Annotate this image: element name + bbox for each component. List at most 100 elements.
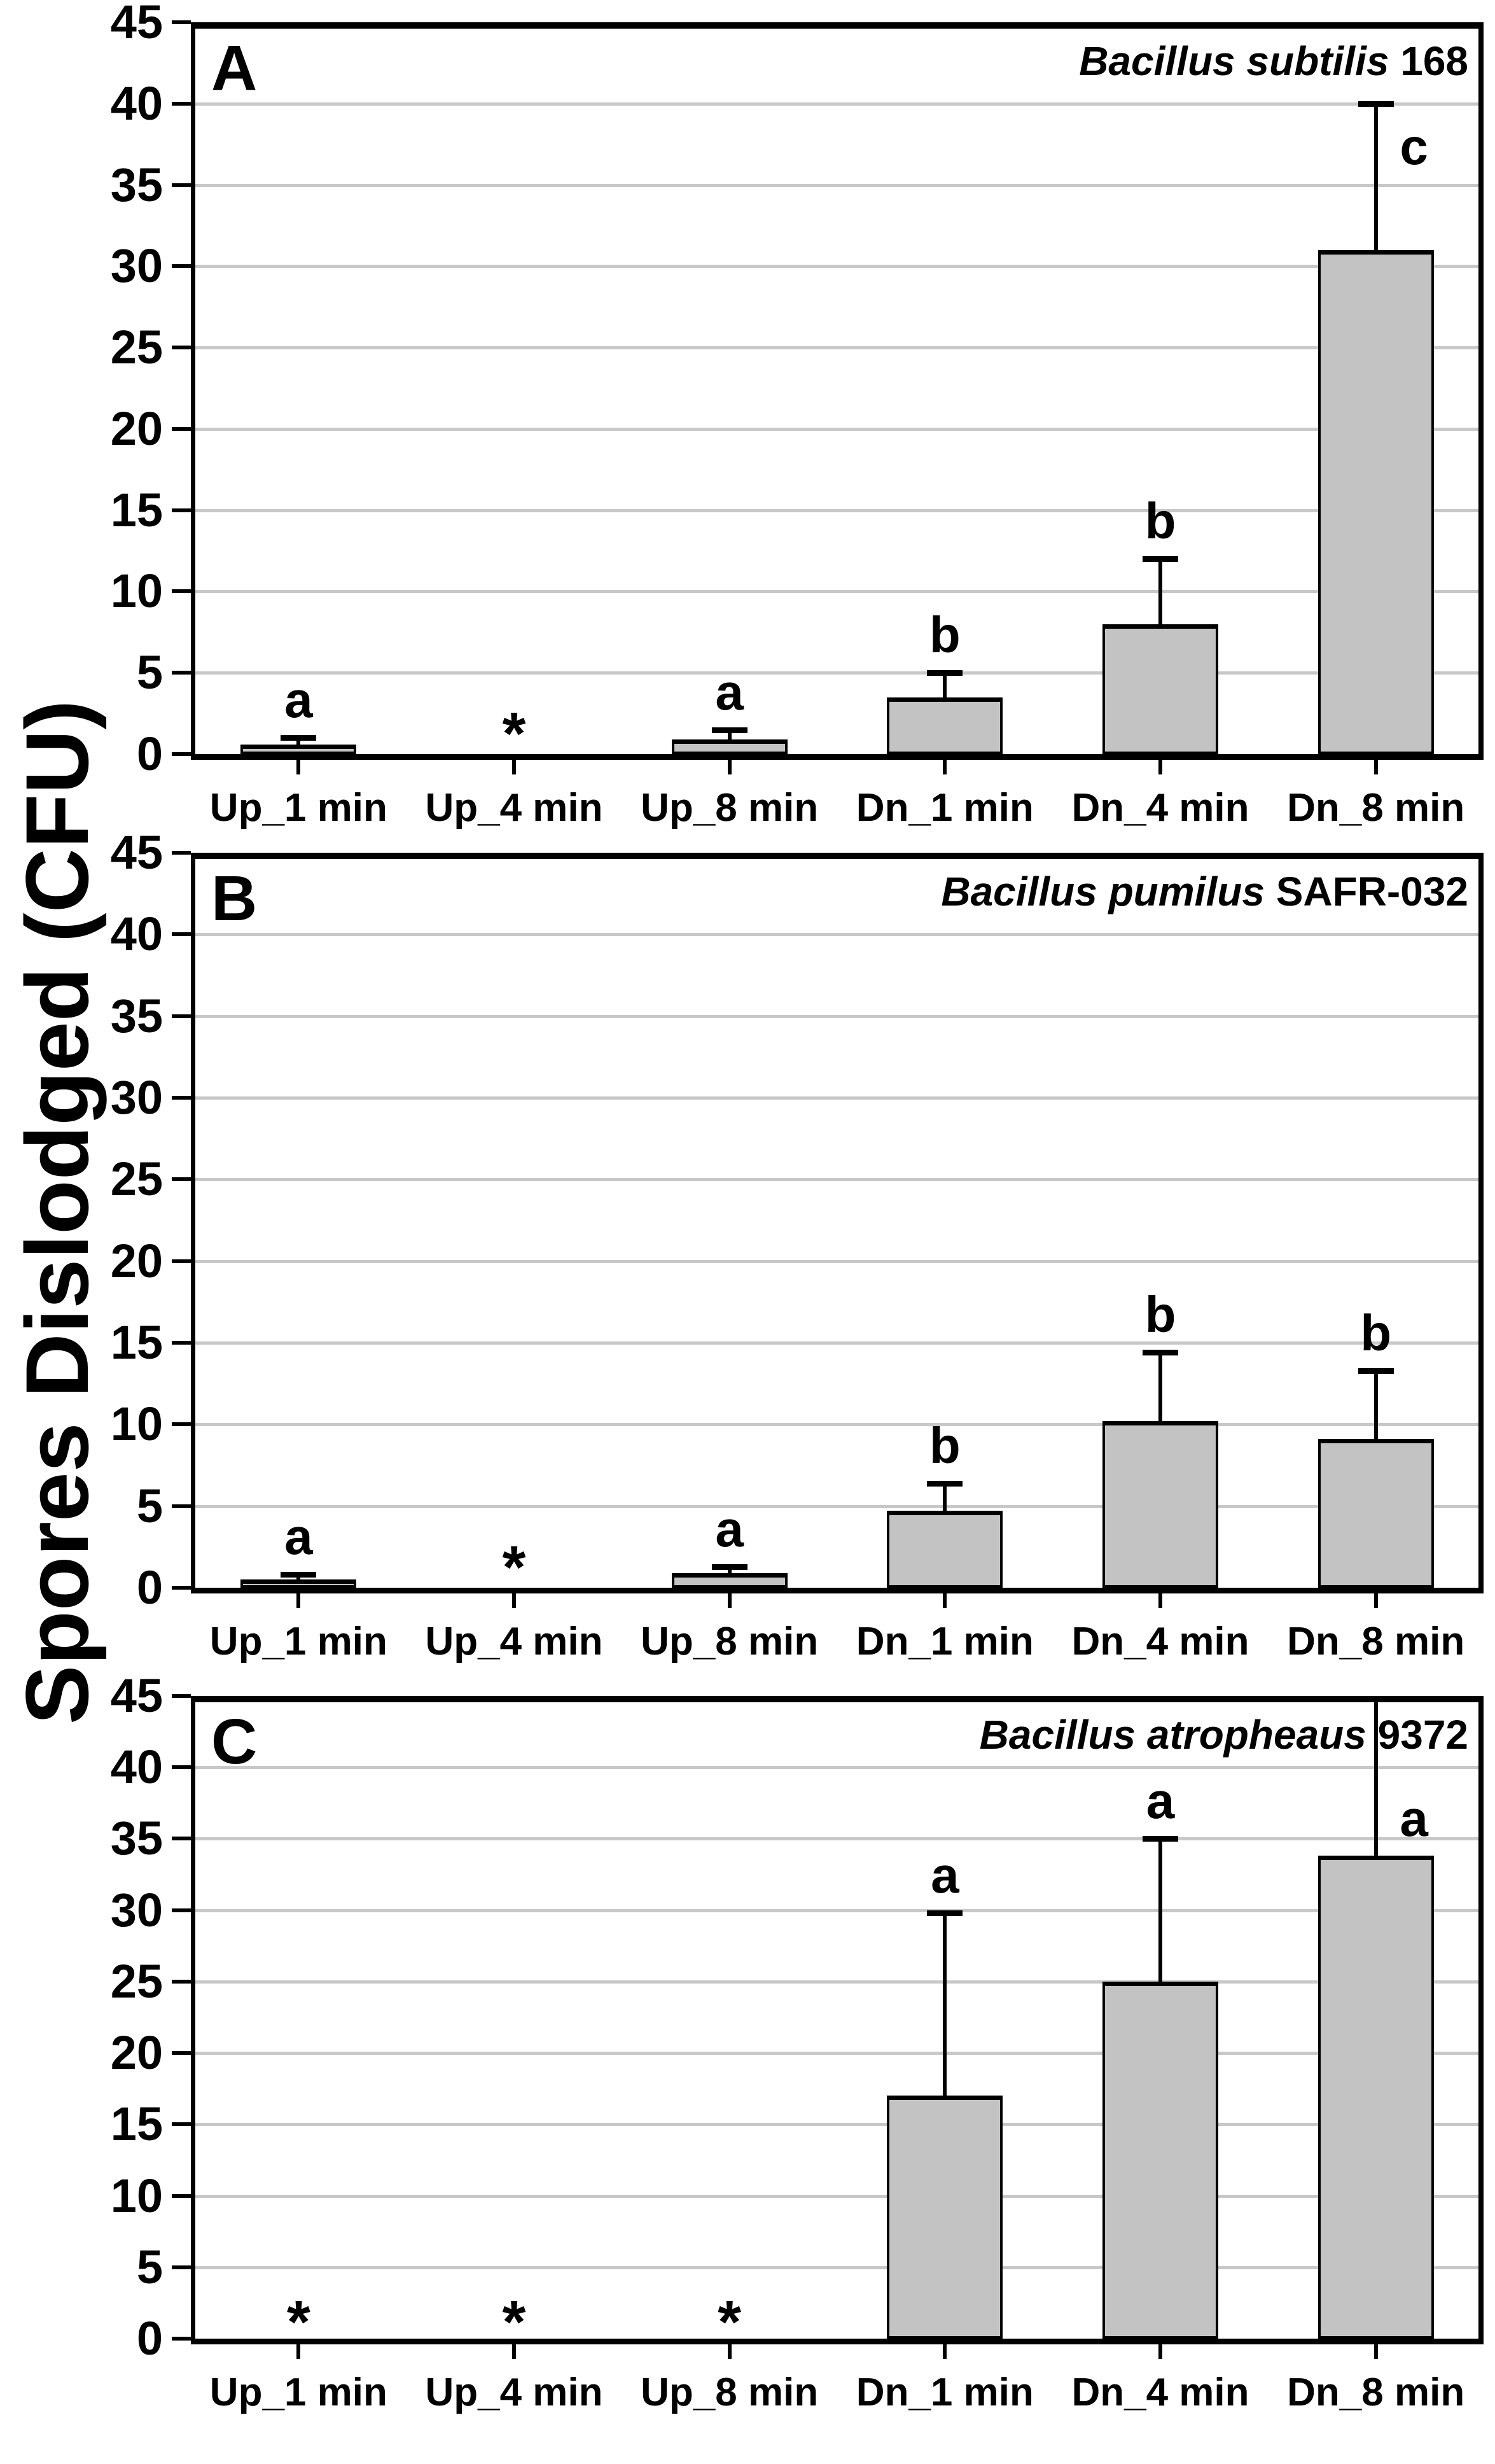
y-tick-label-c-40: 40 xyxy=(110,1740,163,1794)
gridline-b-35 xyxy=(191,1014,1484,1018)
y-tick-label-c-15: 15 xyxy=(110,2097,163,2151)
sig-label-c-4: a xyxy=(1146,1772,1175,1830)
y-tick-c-0 xyxy=(172,2337,191,2341)
x-tick-a-2 xyxy=(727,755,732,774)
gridline-b-30 xyxy=(191,1096,1484,1100)
error-bar-c-4 xyxy=(1158,1838,1162,1982)
y-tick-label-c-0: 0 xyxy=(136,2312,163,2365)
sig-label-a-3: b xyxy=(929,606,961,664)
y-tick-a-35 xyxy=(172,183,191,187)
x-tick-b-0 xyxy=(296,1589,301,1608)
panel-title-species-b: Bacillus pumilus xyxy=(941,869,1265,914)
y-tick-b-15 xyxy=(172,1341,191,1345)
x-label-b-3: Dn_1 min xyxy=(856,1620,1034,1663)
x-label-a-0: Up_1 min xyxy=(209,786,387,830)
error-bar-b-3 xyxy=(943,1483,947,1511)
y-tick-c-15 xyxy=(172,2122,191,2127)
panel-title-species-c: Bacillus atropheaus xyxy=(979,1712,1366,1758)
x-label-a-1: Up_4 min xyxy=(425,786,603,830)
y-tick-c-45 xyxy=(172,1694,191,1698)
y-tick-label-c-20: 20 xyxy=(110,2026,163,2080)
gridline-c-35 xyxy=(191,1837,1484,1841)
gridline-b-15 xyxy=(191,1341,1484,1345)
bar-b-3 xyxy=(887,1511,1003,1588)
x-tick-c-5 xyxy=(1373,2340,1378,2359)
y-tick-b-0 xyxy=(172,1586,191,1590)
y-tick-label-a-25: 25 xyxy=(110,321,163,374)
error-bar-cap-a-0 xyxy=(281,735,317,741)
y-tick-a-15 xyxy=(172,508,191,512)
x-label-a-5: Dn_8 min xyxy=(1287,786,1465,830)
y-tick-a-5 xyxy=(172,671,191,675)
sig-label-a-0: a xyxy=(284,671,313,729)
error-bar-a-2 xyxy=(727,729,732,739)
sig-label-a-4: b xyxy=(1144,493,1176,550)
panel-title-species-a: Bacillus subtilis xyxy=(1079,38,1389,84)
bar-a-4 xyxy=(1102,624,1218,754)
gridline-a-20 xyxy=(191,427,1484,431)
error-bar-cap-b-2 xyxy=(711,1564,748,1570)
x-tick-a-0 xyxy=(296,755,301,774)
y-tick-label-c-30: 30 xyxy=(110,1883,163,1936)
no-data-asterisk-a-1: * xyxy=(502,700,526,768)
gridline-c-20 xyxy=(191,2052,1484,2055)
y-tick-label-a-35: 35 xyxy=(110,158,163,211)
y-tick-c-20 xyxy=(172,2051,191,2055)
bar-a-2 xyxy=(671,739,788,754)
y-tick-a-20 xyxy=(172,426,191,431)
error-bar-cap-c-4 xyxy=(1143,1836,1178,1842)
panel-title-b: Bacillus pumilus SAFR-032 xyxy=(191,869,1468,914)
gridline-b-20 xyxy=(191,1259,1484,1263)
gridline-a-25 xyxy=(191,346,1484,350)
x-tick-c-2 xyxy=(727,2340,732,2359)
x-label-b-5: Dn_8 min xyxy=(1287,1620,1465,1663)
y-tick-a-10 xyxy=(172,589,191,594)
y-tick-label-b-25: 25 xyxy=(110,1152,163,1206)
error-bar-a-0 xyxy=(296,738,301,745)
bar-b-5 xyxy=(1318,1439,1434,1588)
x-label-c-2: Up_8 min xyxy=(641,2370,819,2414)
gridline-a-10 xyxy=(191,590,1484,594)
gridline-b-40 xyxy=(191,933,1484,937)
y-tick-label-b-35: 35 xyxy=(110,989,163,1042)
y-tick-label-a-10: 10 xyxy=(110,564,163,618)
bar-b-4 xyxy=(1102,1421,1218,1588)
x-label-c-3: Dn_1 min xyxy=(856,2370,1034,2414)
error-bar-cap-b-5 xyxy=(1358,1368,1394,1374)
sig-label-c-5: a xyxy=(1400,1790,1428,1847)
x-tick-c-1 xyxy=(512,2340,516,2359)
no-data-asterisk-b-1: * xyxy=(502,1534,526,1602)
error-bar-cap-a-5 xyxy=(1358,101,1394,107)
no-data-asterisk-c-1: * xyxy=(502,2288,526,2356)
y-tick-label-a-0: 0 xyxy=(136,727,163,780)
y-tick-c-25 xyxy=(172,1979,191,1984)
x-tick-c-4 xyxy=(1158,2340,1162,2359)
x-tick-a-5 xyxy=(1373,755,1378,774)
error-bar-b-5 xyxy=(1373,1370,1378,1439)
y-tick-label-a-45: 45 xyxy=(110,0,163,48)
x-label-c-5: Dn_8 min xyxy=(1287,2370,1465,2414)
gridline-c-25 xyxy=(191,1980,1484,1984)
gridline-b-5 xyxy=(191,1504,1484,1508)
bar-c-3 xyxy=(887,2096,1003,2339)
x-tick-b-3 xyxy=(943,1589,947,1608)
error-bar-cap-b-3 xyxy=(927,1480,963,1487)
y-tick-a-0 xyxy=(172,752,191,756)
bar-b-0 xyxy=(240,1579,357,1588)
y-tick-label-b-20: 20 xyxy=(110,1234,163,1287)
gridline-a-5 xyxy=(191,671,1484,675)
gridline-b-10 xyxy=(191,1423,1484,1427)
x-label-c-4: Dn_4 min xyxy=(1071,2370,1249,2414)
gridline-c-15 xyxy=(191,2123,1484,2127)
y-tick-label-c-25: 25 xyxy=(110,1954,163,2008)
panel-title-strain-b: SAFR-032 xyxy=(1264,869,1468,914)
y-tick-label-b-30: 30 xyxy=(110,1071,163,1124)
y-tick-c-10 xyxy=(172,2194,191,2198)
gridline-a-40 xyxy=(191,102,1484,106)
y-tick-c-30 xyxy=(172,1908,191,1912)
panel-letter-c: C xyxy=(211,1706,258,1777)
error-bar-cap-b-0 xyxy=(281,1572,317,1578)
y-tick-c-40 xyxy=(172,1765,191,1770)
x-label-c-1: Up_4 min xyxy=(425,2370,603,2414)
x-tick-b-2 xyxy=(727,1589,732,1608)
